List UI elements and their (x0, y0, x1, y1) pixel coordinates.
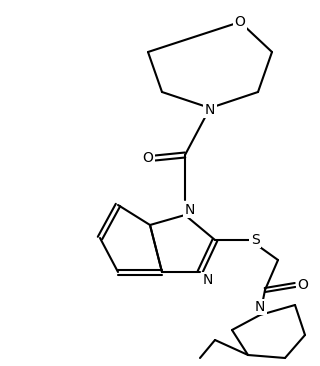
Text: O: O (235, 15, 245, 29)
Text: O: O (143, 151, 153, 165)
Text: N: N (185, 203, 195, 217)
Text: N: N (203, 273, 213, 287)
Text: N: N (205, 103, 215, 117)
Text: S: S (251, 233, 260, 247)
Text: O: O (298, 278, 308, 292)
Text: N: N (255, 300, 265, 314)
